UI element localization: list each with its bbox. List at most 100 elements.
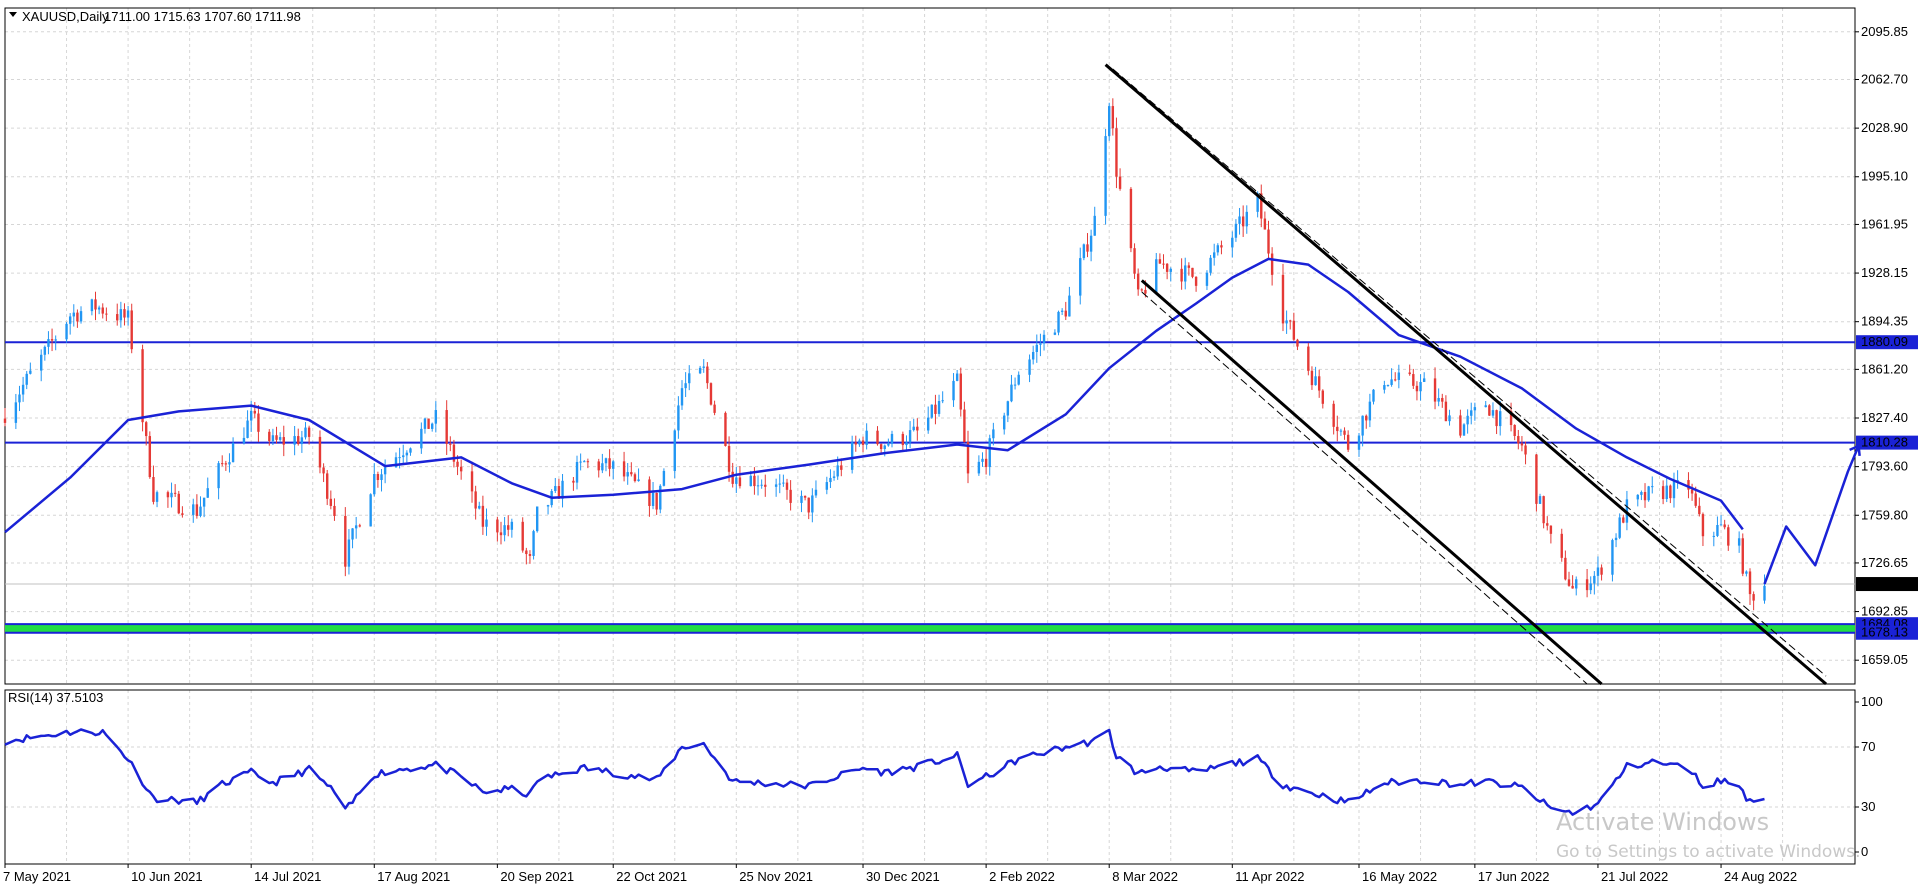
- candle-body: [1321, 390, 1325, 404]
- candle-body: [1437, 397, 1440, 402]
- candle-body: [941, 400, 944, 402]
- candle-body: [1339, 430, 1343, 432]
- candle-body: [930, 404, 934, 418]
- candle-body: [383, 467, 387, 475]
- candle-body: [865, 430, 868, 445]
- candle-body: [1520, 443, 1524, 446]
- candle-body: [1035, 344, 1039, 352]
- candle-body: [528, 554, 532, 556]
- candle-body: [800, 495, 803, 503]
- candle-body: [1694, 493, 1697, 506]
- candle-body: [926, 417, 930, 431]
- candle-body: [988, 438, 991, 468]
- candle-body: [25, 373, 28, 385]
- candle-body: [1115, 128, 1118, 177]
- candle-body: [373, 474, 376, 495]
- candle-body: [789, 489, 792, 503]
- candle-body: [1263, 218, 1267, 230]
- candle-body: [380, 474, 383, 481]
- candle-body: [1444, 401, 1448, 422]
- activate-windows-title: Activate Windows: [1556, 808, 1770, 836]
- candle-body: [803, 495, 807, 498]
- candle-body: [1053, 332, 1057, 335]
- candle-body: [937, 400, 941, 414]
- price-tick-label: 1726.65: [1861, 555, 1908, 570]
- candle-body: [231, 443, 235, 463]
- candle-body: [525, 550, 528, 555]
- candle-body: [130, 310, 133, 350]
- candle-body: [29, 370, 32, 374]
- candle-body: [702, 366, 705, 368]
- candle-body: [1462, 424, 1466, 436]
- candle-body: [40, 354, 43, 371]
- candle-body: [21, 384, 25, 395]
- candle-body: [1622, 517, 1625, 523]
- candle-body: [727, 445, 731, 472]
- candle-body: [202, 497, 206, 507]
- candle-body: [890, 433, 894, 444]
- candle-body: [1256, 193, 1259, 212]
- candle-body: [753, 475, 756, 487]
- candle-body: [354, 525, 358, 529]
- candle-body: [1386, 384, 1390, 386]
- candle-body: [1748, 571, 1752, 595]
- candle-body: [72, 312, 75, 317]
- candle-body: [478, 505, 481, 509]
- channel-line-solid: [1140, 279, 1603, 686]
- date-tick-label: 17 Aug 2021: [377, 869, 450, 884]
- candle-body: [1057, 311, 1060, 333]
- candle-body: [684, 383, 687, 389]
- candle-body: [861, 440, 865, 445]
- candle-body: [1676, 480, 1679, 482]
- candle-body: [402, 455, 405, 458]
- candle-body: [1184, 265, 1187, 282]
- price-tick-label: 1827.40: [1861, 410, 1908, 425]
- candle-body: [1307, 346, 1310, 371]
- candle-body: [322, 467, 325, 474]
- candle-body: [1741, 538, 1744, 574]
- candle-body: [1068, 295, 1071, 317]
- candle-body: [1129, 188, 1133, 249]
- candle-body: [785, 482, 789, 490]
- candle-body: [1285, 320, 1288, 324]
- projection-line: [1763, 445, 1860, 585]
- ohlc-values: 1711.00 1715.63 1707.60 1711.98: [104, 9, 301, 24]
- candle-body: [47, 339, 50, 347]
- candle-body: [1737, 538, 1741, 546]
- candle-body: [224, 463, 228, 465]
- candle-body: [579, 461, 582, 463]
- candle-body: [829, 477, 832, 483]
- candle-body: [1636, 494, 1639, 500]
- candle-body: [318, 436, 322, 468]
- moving-average-path: [4, 257, 1744, 534]
- candle-body: [876, 430, 879, 445]
- candlestick-series: [3, 98, 1766, 611]
- candle-body: [984, 458, 988, 468]
- candle-body: [271, 435, 275, 442]
- candle-body: [496, 519, 499, 533]
- candle-body: [1089, 235, 1093, 252]
- candle-body: [1144, 289, 1147, 294]
- date-tick-label: 7 May 2021: [3, 869, 71, 884]
- candle-body: [1397, 372, 1401, 380]
- candle-body: [242, 437, 246, 444]
- candle-body: [836, 465, 839, 477]
- candle-body: [1343, 430, 1346, 435]
- candle-body: [1017, 374, 1020, 385]
- candle-body: [253, 410, 257, 414]
- candle-body: [398, 457, 401, 459]
- candle-body: [394, 457, 398, 468]
- level-price-tag: [1856, 625, 1918, 640]
- candle-body: [1042, 334, 1046, 344]
- candle-body: [1187, 265, 1191, 268]
- price-tick-label: 1692.85: [1861, 604, 1908, 619]
- date-tick-label: 2 Feb 2022: [989, 869, 1055, 884]
- candle-body: [105, 313, 108, 315]
- collapse-triangle-icon[interactable]: [9, 12, 17, 17]
- price-tick-label: 2028.90: [1861, 120, 1908, 135]
- candle-body: [1412, 374, 1415, 386]
- candle-body: [601, 463, 604, 471]
- candle-body: [192, 504, 195, 515]
- candle-body: [633, 474, 637, 482]
- candle-body: [879, 444, 883, 450]
